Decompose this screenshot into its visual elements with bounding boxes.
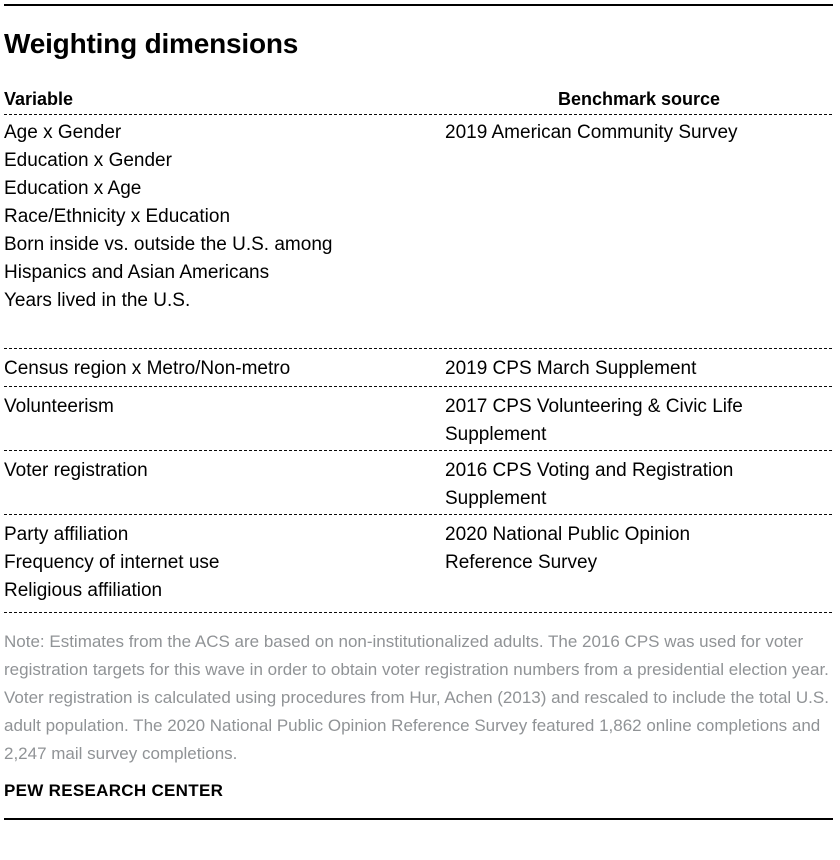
top-rule xyxy=(4,4,833,6)
table-note: Note: Estimates from the ACS are based o… xyxy=(4,632,829,763)
row-divider xyxy=(4,612,833,613)
row-divider xyxy=(4,450,833,451)
table-row: Party affiliation Frequency of internet … xyxy=(4,515,833,612)
variable-item: Voter registration xyxy=(4,460,148,481)
row-divider xyxy=(4,348,833,349)
benchmark-source-cell: 2019 American Community Survey xyxy=(445,122,738,143)
variable-item: Religious affiliation xyxy=(4,580,163,601)
variable-item: Born inside vs. outside the U.S. among H… xyxy=(4,234,333,283)
variable-cell: Party affiliation Frequency of internet … xyxy=(4,521,445,605)
variable-item: Education x Age xyxy=(4,178,142,199)
variable-item: Age x Gender xyxy=(4,122,122,143)
row-divider xyxy=(4,514,833,515)
variable-cell: Census region x Metro/Non-metro xyxy=(4,355,445,383)
table-row: Voter registration 2016 CPS Voting and R… xyxy=(4,451,833,514)
variable-cell: Age x Gender Education x Gender Educatio… xyxy=(4,119,445,315)
variable-item: Race/Ethnicity x Education xyxy=(4,206,231,227)
benchmark-source-cell: 2016 CPS Voting and Registration Supplem… xyxy=(445,460,734,509)
benchmark-source-cell: 2017 CPS Volunteering & Civic Life Suppl… xyxy=(445,396,743,445)
page-title: Weighting dimensions xyxy=(4,28,299,59)
column-header-benchmark-source: Benchmark source xyxy=(557,89,721,109)
bottom-rule xyxy=(4,818,833,820)
row-divider xyxy=(4,386,833,387)
table-row: Age x Gender Education x Gender Educatio… xyxy=(4,115,833,348)
table-row: Volunteerism 2017 CPS Volunteering & Civ… xyxy=(4,387,833,450)
variable-item: Education x Gender xyxy=(4,150,172,171)
benchmark-source-cell: 2020 National Public Opinion Reference S… xyxy=(445,524,691,573)
variable-item: Volunteerism xyxy=(4,396,114,417)
variable-item: Census region x Metro/Non-metro xyxy=(4,358,291,379)
variable-cell: Volunteerism xyxy=(4,393,445,449)
variable-item: Party affiliation xyxy=(4,524,129,545)
variable-item: Years lived in the U.S. xyxy=(4,290,191,311)
benchmark-source-cell: 2019 CPS March Supplement xyxy=(445,358,697,379)
weighting-dimensions-table: Variable Benchmark source Age x Gender E… xyxy=(4,89,833,613)
source-attribution: PEW RESEARCH CENTER xyxy=(4,781,224,800)
column-header-variable: Variable xyxy=(4,89,74,109)
table-header-row: Variable Benchmark source xyxy=(4,89,833,114)
row-divider xyxy=(4,114,833,115)
variable-cell: Voter registration xyxy=(4,457,445,513)
table-row: Census region x Metro/Non-metro 2019 CPS… xyxy=(4,349,833,386)
variable-item: Frequency of internet use xyxy=(4,552,220,573)
